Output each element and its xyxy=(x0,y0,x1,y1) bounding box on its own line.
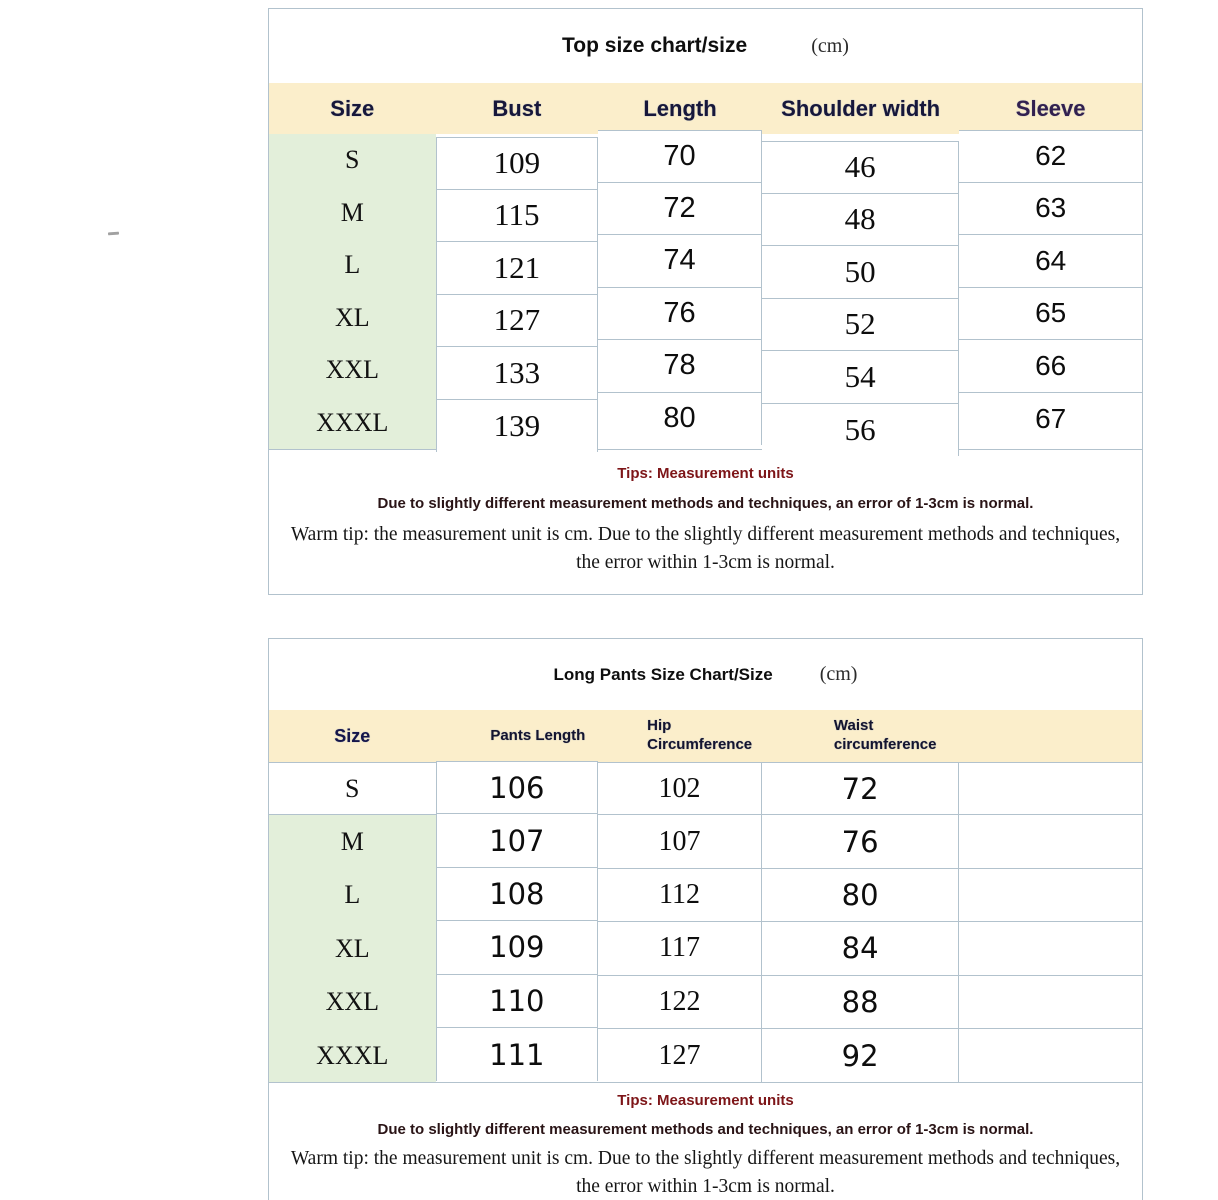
shoulder-cell: 46 xyxy=(761,141,960,194)
waist-cell: 80 xyxy=(761,868,960,923)
waist-cell: 84 xyxy=(761,922,960,976)
top-size-table: Size Bust Length Shoulder width Sleeve S… xyxy=(269,83,1142,456)
pants-chart-title: Long Pants Size Chart/Size xyxy=(553,664,773,684)
column-header-hip-circumference: Hip Circumference xyxy=(598,710,762,762)
top-size-chart-card: Top size chart/size (cm) Size Bust Lengt… xyxy=(268,8,1143,595)
top-chart-title: Top size chart/size xyxy=(562,34,748,57)
hip-cell: 122 xyxy=(598,975,762,1029)
length-cell: 78 xyxy=(598,340,762,393)
pants-chart-unit-label: (cm) xyxy=(819,663,858,685)
tips-title: Tips: Measurement units xyxy=(617,465,794,482)
empty-cell xyxy=(959,815,1142,869)
pants-length-cell: 110 xyxy=(435,974,599,1028)
bust-cell: 115 xyxy=(435,189,599,242)
size-cell: XL xyxy=(269,922,436,976)
waist-cell: 92 xyxy=(761,1028,960,1083)
tips-warm-tip: Warm tip: the measurement unit is cm. Du… xyxy=(290,524,1121,574)
length-cell: 74 xyxy=(598,235,762,288)
column-header-size: Size xyxy=(269,83,436,134)
scan-artifact-dash xyxy=(107,231,120,236)
size-cell: XXL xyxy=(269,344,436,397)
bust-cell: 121 xyxy=(435,242,599,295)
pants-chart-title-row: Long Pants Size Chart/Size (cm) xyxy=(269,639,1142,710)
hip-cell: 127 xyxy=(598,1028,762,1083)
bust-cell: 133 xyxy=(435,347,599,400)
column-header-empty xyxy=(959,710,1142,762)
column-header-bust: Bust xyxy=(435,83,599,134)
length-cell: 76 xyxy=(598,287,762,340)
top-chart-title-row: Top size chart/size (cm) xyxy=(269,9,1142,83)
column-header-shoulder-width: Shoulder width xyxy=(761,83,960,134)
shoulder-cell: 54 xyxy=(761,351,960,404)
sleeve-cell: 64 xyxy=(959,235,1142,288)
tips-error-note: Due to slightly different measurement me… xyxy=(377,1121,1034,1139)
tips-warm-tip: Warm tip: the measurement unit is cm. Du… xyxy=(290,1148,1121,1197)
pants-length-cell: 109 xyxy=(435,921,599,975)
sleeve-cell: 62 xyxy=(959,130,1142,183)
sleeve-cell: 63 xyxy=(959,182,1142,235)
size-cell: S xyxy=(269,134,436,187)
shoulder-cell: 56 xyxy=(761,403,960,456)
bust-cell: 139 xyxy=(435,399,599,452)
column-header-waist-circumference: Waist circumference xyxy=(761,710,960,762)
measurement-tips-section: Tips: Measurement units Due to slightly … xyxy=(269,449,1142,594)
waist-cell: 72 xyxy=(761,762,960,816)
size-cell: M xyxy=(269,186,436,239)
pants-size-chart-card: Long Pants Size Chart/Size (cm) Size Pan… xyxy=(268,638,1143,1200)
column-header-sleeve: Sleeve xyxy=(959,83,1142,134)
top-chart-unit-label: (cm) xyxy=(811,34,849,57)
size-cell: M xyxy=(269,815,436,869)
size-cell: L xyxy=(269,239,436,292)
size-cell: L xyxy=(269,868,436,923)
shoulder-cell: 52 xyxy=(761,298,960,351)
shoulder-cell: 48 xyxy=(761,193,960,246)
column-header-size: Size xyxy=(269,710,436,762)
bust-cell: 127 xyxy=(435,294,599,347)
shoulder-cell: 50 xyxy=(761,246,960,299)
length-cell: 72 xyxy=(598,182,762,235)
column-header-pants-length: Pants Length xyxy=(435,710,599,762)
pants-length-cell: 108 xyxy=(435,867,599,922)
empty-cell xyxy=(959,975,1142,1029)
hip-cell: 107 xyxy=(598,815,762,869)
tips-error-note: Due to slightly different measurement me… xyxy=(377,495,1034,512)
size-cell: XXXL xyxy=(269,396,436,449)
tips-title: Tips: Measurement units xyxy=(617,1092,794,1110)
waist-cell: 88 xyxy=(761,975,960,1029)
size-cell: XL xyxy=(269,291,436,344)
sleeve-cell: 67 xyxy=(959,392,1142,445)
pants-length-cell: 106 xyxy=(435,761,599,815)
empty-cell xyxy=(959,1028,1142,1083)
empty-cell xyxy=(959,922,1142,976)
size-cell: XXXL xyxy=(269,1028,436,1083)
sleeve-cell: 65 xyxy=(959,287,1142,340)
bust-cell: 109 xyxy=(435,137,599,190)
size-cell: S xyxy=(269,762,436,816)
length-cell: 70 xyxy=(598,130,762,183)
empty-cell xyxy=(959,762,1142,816)
pants-size-table: Size Pants Length Hip Circumference Wais… xyxy=(269,710,1142,1083)
hip-cell: 117 xyxy=(598,922,762,976)
hip-cell: 102 xyxy=(598,762,762,816)
waist-cell: 76 xyxy=(761,815,960,869)
pants-length-cell: 107 xyxy=(435,814,599,868)
sleeve-cell: 66 xyxy=(959,340,1142,393)
empty-cell xyxy=(959,868,1142,923)
measurement-tips-section: Tips: Measurement units Due to slightly … xyxy=(269,1082,1142,1200)
length-cell: 80 xyxy=(598,392,762,445)
hip-cell: 112 xyxy=(598,868,762,923)
column-header-length: Length xyxy=(598,83,762,134)
size-cell: XXL xyxy=(269,975,436,1029)
pants-length-cell: 111 xyxy=(435,1027,599,1082)
